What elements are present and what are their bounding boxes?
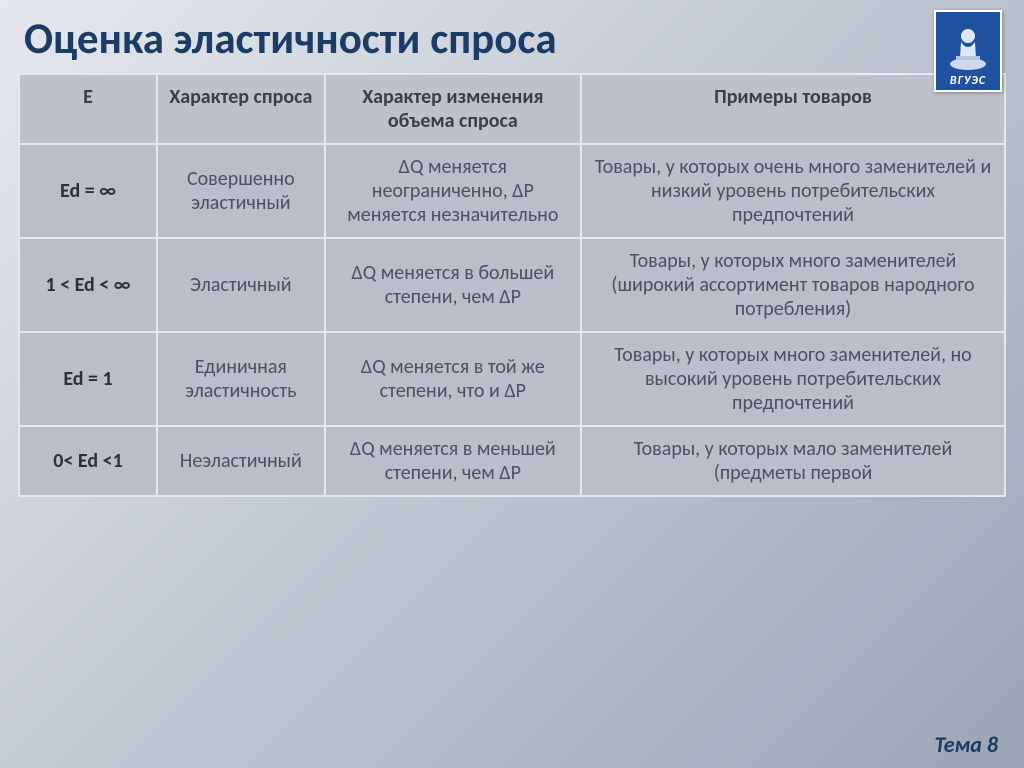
- cell-change: ∆Q меняется неограниченно, ∆P меняется н…: [325, 144, 581, 238]
- logo-text: ВГУЭС: [950, 74, 986, 88]
- logo-badge: ВГУЭС: [934, 10, 1002, 92]
- table-row: Ed = ∞ Совершенно эластичный ∆Q меняется…: [19, 144, 1005, 238]
- table-header-row: E Характер спроса Характер изменения объ…: [19, 74, 1005, 144]
- cell-examples: Товары, у которых много заменителей (шир…: [581, 238, 1005, 332]
- cell-examples: Товары, у которых много заменителей, но …: [581, 332, 1005, 426]
- th-nature: Характер спроса: [157, 74, 325, 144]
- cell-nature: Единичная эластичность: [157, 332, 325, 426]
- cell-change: ∆Q меняется в большей степени, чем ∆P: [325, 238, 581, 332]
- cell-examples: Товары, у которых мало заменителей (пред…: [581, 426, 1005, 496]
- table-row: Ed = 1 Единичная эластичность ∆Q меняетс…: [19, 332, 1005, 426]
- th-e: E: [19, 74, 157, 144]
- table-row: 0< Ed <1 Неэластичный ∆Q меняется в мень…: [19, 426, 1005, 496]
- elasticity-table: E Характер спроса Характер изменения объ…: [18, 73, 1006, 497]
- page-title: Оценка эластичности спроса: [0, 0, 1024, 73]
- cell-e: Ed = ∞: [19, 144, 157, 238]
- cell-change: ∆Q меняется в той же степени, что и ∆P: [325, 332, 581, 426]
- cell-nature: Совершенно эластичный: [157, 144, 325, 238]
- cell-change: ∆Q меняется в меньшей степени, чем ∆P: [325, 426, 581, 496]
- cell-e: Ed = 1: [19, 332, 157, 426]
- elasticity-table-wrap: E Характер спроса Характер изменения объ…: [0, 73, 1024, 497]
- th-change: Характер изменения объема спроса: [325, 74, 581, 144]
- footer-topic: Тема 8: [934, 731, 998, 758]
- cell-e: 0< Ed <1: [19, 426, 157, 496]
- cell-e: 1 < Ed < ∞: [19, 238, 157, 332]
- cell-examples: Товары, у которых очень много заменителе…: [581, 144, 1005, 238]
- cell-nature: Неэластичный: [157, 426, 325, 496]
- logo-figure-icon: [946, 24, 990, 72]
- cell-nature: Эластичный: [157, 238, 325, 332]
- table-row: 1 < Ed < ∞ Эластичный ∆Q меняется в боль…: [19, 238, 1005, 332]
